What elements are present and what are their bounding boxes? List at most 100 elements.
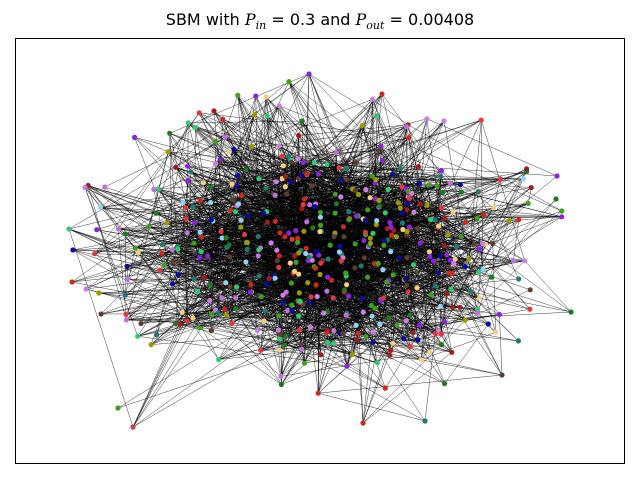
graph-node (568, 309, 574, 315)
graph-node (295, 235, 301, 241)
graph-node (338, 194, 344, 200)
graph-node (234, 183, 240, 189)
graph-node (309, 183, 315, 189)
graph-node (195, 288, 201, 295)
graph-node (361, 237, 367, 244)
graph-node (273, 179, 279, 185)
graph-node (243, 259, 249, 265)
graph-node (298, 172, 304, 178)
graph-node (336, 165, 342, 171)
graph-node (441, 319, 447, 325)
graph-node (243, 167, 249, 173)
graph-node (441, 118, 447, 124)
network-graph (66, 71, 574, 430)
graph-node (478, 117, 484, 123)
graph-node (527, 287, 533, 293)
graph-node (287, 260, 293, 266)
graph-node (397, 205, 403, 211)
graph-node (184, 230, 190, 236)
graph-node (233, 284, 240, 290)
graph-node (199, 234, 205, 240)
graph-node (527, 306, 533, 312)
graph-node (306, 71, 312, 77)
graph-node (169, 247, 175, 253)
graph-node (318, 260, 324, 266)
graph-node (201, 274, 207, 281)
graph-node (230, 197, 236, 203)
graph-node (327, 242, 333, 248)
graph-node (289, 307, 295, 314)
graph-node (226, 242, 232, 248)
graph-node (281, 342, 287, 348)
graph-node (444, 252, 450, 258)
graph-node (256, 176, 262, 182)
graph-node (212, 138, 218, 144)
graph-node (311, 160, 317, 166)
graph-node (198, 249, 204, 255)
graph-node (295, 156, 301, 162)
graph-node (389, 232, 395, 238)
graph-node (190, 315, 196, 321)
graph-node (302, 196, 308, 202)
graph-node (227, 254, 233, 260)
graph-node (263, 185, 269, 191)
graph-node (409, 190, 415, 196)
graph-node (439, 205, 445, 211)
graph-node (476, 269, 482, 275)
graph-node (96, 290, 102, 296)
graph-node (331, 340, 337, 346)
graph-node (307, 300, 313, 306)
graph-node (510, 258, 516, 264)
graph-node (369, 173, 375, 179)
graph-node (296, 313, 302, 319)
graph-node (197, 255, 203, 261)
graph-node (175, 246, 181, 252)
graph-node (340, 331, 346, 337)
graph-node (177, 258, 183, 264)
graph-node (272, 275, 278, 281)
graph-node (341, 287, 347, 293)
graph-node (191, 276, 197, 282)
graph-node (305, 280, 311, 286)
graph-node (231, 146, 237, 153)
graph-node (324, 161, 330, 167)
graph-node (164, 220, 170, 226)
graph-node (157, 267, 163, 273)
graph-node (428, 292, 434, 298)
graph-node (381, 242, 387, 248)
graph-node (365, 274, 371, 280)
graph-node (432, 283, 438, 289)
graph-node (400, 226, 406, 233)
graph-node (377, 321, 383, 327)
graph-node (275, 327, 282, 333)
graph-node (426, 249, 432, 255)
graph-node (264, 113, 270, 119)
graph-node (401, 336, 407, 342)
graph-node (301, 228, 307, 234)
graph-node (115, 226, 121, 232)
graph-node (123, 311, 129, 317)
graph-node (355, 330, 361, 336)
graph-node (159, 242, 165, 248)
graph-node (480, 266, 486, 273)
graph-node (286, 79, 292, 85)
graph-node (431, 258, 437, 264)
graph-node (282, 184, 288, 190)
graph-node (331, 234, 337, 240)
graph-node (132, 134, 138, 140)
graph-node (390, 340, 396, 346)
graph-node (66, 226, 72, 232)
graph-node (416, 180, 422, 186)
graph-node (515, 338, 521, 344)
graph-node (285, 307, 291, 313)
graph-node (438, 173, 444, 179)
graph-node (388, 224, 394, 230)
graph-node (411, 209, 417, 215)
graph-node (317, 209, 323, 215)
chart-title: SBM with Pin = 0.3 and Pout = 0.00408 (0, 10, 640, 32)
graph-node (323, 330, 329, 336)
graph-node (298, 341, 304, 347)
graph-node (299, 346, 305, 352)
p-out-subscript: out (366, 19, 385, 33)
graph-node (276, 103, 282, 109)
